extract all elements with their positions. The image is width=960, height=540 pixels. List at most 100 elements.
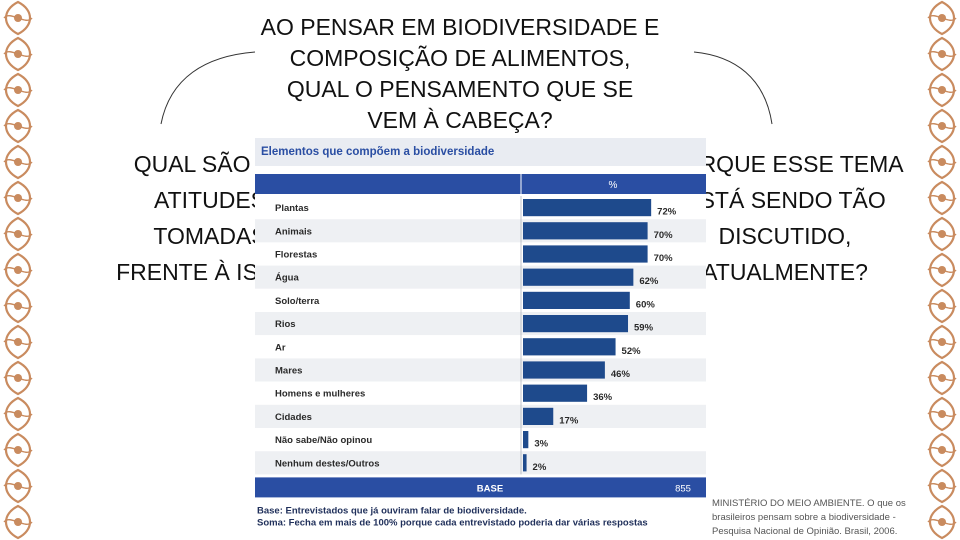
border-ornament-curl	[927, 519, 957, 525]
chart-panel: Elementos que compõem a biodiversidade% P…	[255, 138, 706, 535]
bar	[523, 199, 652, 217]
value-label: 2%	[533, 462, 547, 473]
base-label: BASE	[477, 483, 503, 494]
category-label: Florestas	[275, 250, 317, 261]
border-ornament-curl	[3, 51, 33, 57]
category-label: Mares	[275, 366, 302, 377]
category-label: Homens e mulheres	[275, 389, 365, 400]
chart-row-background	[255, 358, 706, 382]
chart-title-band	[255, 138, 706, 166]
base-value: 855	[675, 483, 691, 494]
border-ornament	[928, 432, 956, 468]
slide-title: AO PENSAR EM BIODIVERSIDADE E COMPOSIÇÃO…	[230, 12, 690, 136]
border-ornament	[4, 144, 32, 180]
category-label: Água	[275, 273, 299, 284]
value-label: 36%	[593, 392, 613, 403]
biodiversity-bar-chart: Elementos que compõem a biodiversidade% P…	[255, 138, 706, 528]
border-ornament-curl	[927, 195, 957, 201]
border-ornament	[4, 0, 32, 36]
border-ornament	[928, 144, 956, 180]
border-ornament-curl	[3, 303, 33, 309]
border-ornament-curl	[927, 447, 957, 453]
border-ornament	[928, 252, 956, 288]
bar	[523, 315, 629, 333]
border-ornament	[4, 504, 32, 540]
border-ornament-curl	[3, 87, 33, 93]
category-label: Nenhum destes/Outros	[275, 458, 380, 469]
border-ornament	[928, 504, 956, 540]
category-label: Animais	[275, 226, 312, 237]
citation: MINISTÉRIO DO MEIO AMBIENTE. O que os br…	[712, 498, 906, 537]
border-ornament	[928, 0, 956, 36]
border-ornament-curl	[3, 159, 33, 165]
border-ornament-curl	[927, 303, 957, 309]
border-ornament-curl	[927, 267, 957, 273]
border-ornament	[928, 468, 956, 504]
decorative-arc-right	[693, 51, 773, 125]
chart-row-background	[255, 265, 706, 289]
border-ornament	[4, 288, 32, 324]
right-question-line: ESTÁ SENDO TÃO	[684, 187, 886, 213]
border-ornament	[928, 180, 956, 216]
decorative-right-border	[927, 0, 957, 540]
border-ornament-curl	[927, 339, 957, 345]
bar	[523, 268, 634, 286]
value-label: 46%	[611, 369, 631, 380]
chart-footnote: Soma: Fecha em mais de 100% porque cada …	[257, 517, 648, 528]
bar	[523, 222, 648, 240]
value-label: 3%	[534, 439, 548, 450]
border-ornament-curl	[927, 15, 957, 21]
border-ornament-curl	[3, 123, 33, 129]
chart-row-background	[255, 404, 706, 428]
border-ornament	[4, 432, 32, 468]
title-line: COMPOSIÇÃO DE ALIMENTOS,	[289, 45, 631, 71]
border-ornament	[928, 396, 956, 432]
border-ornament	[4, 216, 32, 252]
border-ornament-curl	[927, 411, 957, 417]
border-ornament-curl	[3, 375, 33, 381]
bar	[523, 245, 648, 263]
chart-footnote: Base: Entrevistados que já ouviram falar…	[257, 505, 527, 516]
chart-row-background	[255, 428, 706, 452]
bar	[523, 338, 616, 356]
bar	[523, 361, 605, 379]
border-ornament-curl	[927, 123, 957, 129]
title-line: VEM À CABEÇA?	[367, 107, 553, 133]
chart-header-unit: %	[609, 180, 618, 191]
border-ornament-curl	[3, 15, 33, 21]
border-ornament	[928, 360, 956, 396]
value-label: 59%	[634, 323, 654, 334]
bar	[523, 407, 554, 425]
border-ornament-curl	[927, 483, 957, 489]
border-ornament	[928, 72, 956, 108]
border-ornament-curl	[3, 447, 33, 453]
border-ornament-curl	[3, 231, 33, 237]
border-ornament	[4, 36, 32, 72]
border-ornament	[928, 288, 956, 324]
value-label: 17%	[559, 415, 579, 426]
border-ornament-curl	[3, 519, 33, 525]
border-ornament-curl	[3, 195, 33, 201]
chart-row-background	[255, 381, 706, 405]
border-ornament	[928, 36, 956, 72]
border-ornament	[928, 216, 956, 252]
border-ornament	[928, 108, 956, 144]
border-ornament	[4, 360, 32, 396]
category-label: Cidades	[275, 412, 312, 423]
category-label: Rios	[275, 319, 296, 330]
category-label: Não sabe/Não opinou	[275, 435, 372, 446]
border-ornament-curl	[3, 339, 33, 345]
border-ornament	[4, 180, 32, 216]
border-ornament-curl	[927, 51, 957, 57]
category-label: Plantas	[275, 203, 309, 214]
border-ornament	[4, 468, 32, 504]
border-ornament	[4, 396, 32, 432]
value-label: 52%	[622, 346, 642, 357]
chart-title: Elementos que compõem a biodiversidade	[261, 146, 494, 158]
bar	[523, 291, 630, 309]
border-ornament-curl	[927, 231, 957, 237]
left-question-line: ATITUDES	[153, 187, 267, 213]
value-label: 72%	[657, 207, 677, 218]
bar	[523, 431, 529, 449]
border-ornament	[4, 108, 32, 144]
